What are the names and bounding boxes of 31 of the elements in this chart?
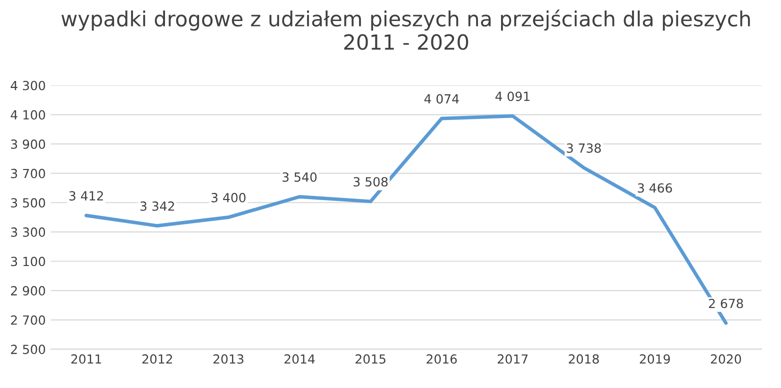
- x-tick-label: 2018: [568, 354, 599, 364]
- y-tick-label: 3 700: [11, 168, 46, 178]
- data-label: 3 540: [282, 172, 317, 182]
- x-tick-label: 2012: [142, 354, 172, 364]
- y-tick-label: 2 700: [11, 315, 46, 325]
- x-tick-label: 2019: [640, 354, 670, 364]
- x-tick-label: 2015: [356, 354, 386, 364]
- data-label: 3 412: [69, 191, 103, 201]
- y-tick-label: 3 500: [11, 198, 46, 208]
- data-label: 3 508: [354, 177, 388, 187]
- y-tick-label: 3 300: [11, 227, 46, 237]
- data-label: 3 738: [566, 143, 601, 153]
- y-tick-label: 4 100: [10, 110, 46, 120]
- x-tick-label: 2014: [284, 354, 315, 364]
- y-tick-label: 3 100: [11, 256, 46, 266]
- x-tick-label: 2017: [498, 354, 528, 364]
- x-tick-label: 2016: [426, 354, 457, 364]
- x-tick-label: 2020: [710, 354, 742, 364]
- data-label: 3 466: [638, 183, 672, 193]
- y-tick-label: 3 900: [11, 139, 46, 149]
- y-tick-label: 4 300: [10, 80, 46, 90]
- data-label: 2 678: [708, 298, 743, 308]
- y-tick-label: 2 900: [11, 286, 46, 296]
- x-tick-label: 2013: [213, 354, 244, 364]
- x-tick-label: 2011: [71, 354, 102, 364]
- data-label: 3 342: [140, 201, 174, 211]
- y-tick-label: 2 500: [11, 344, 46, 354]
- data-label: 4 074: [424, 94, 459, 104]
- data-label: 3 400: [212, 192, 246, 202]
- chart-title: wypadki drogowe z udziałem pieszych na przejściach dla pieszych 2011 - 2020: [61, 10, 750, 50]
- data-label: 4 091: [495, 92, 530, 102]
